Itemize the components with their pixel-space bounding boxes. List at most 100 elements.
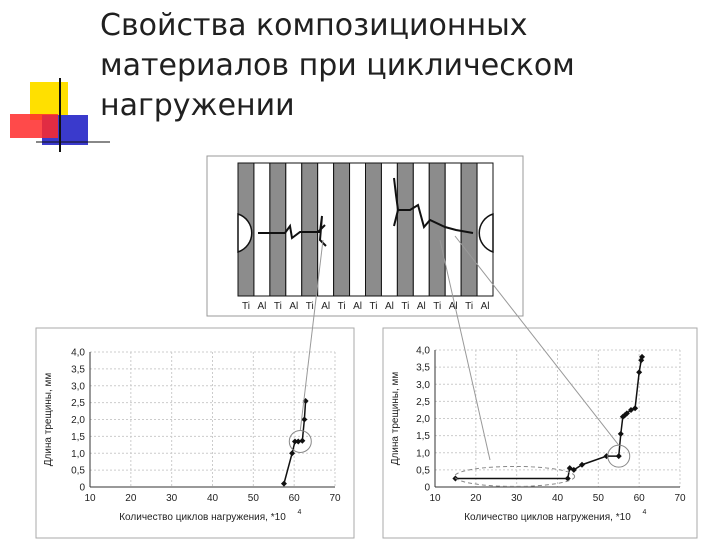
layer-label: Ti <box>401 301 409 312</box>
x-tick-label: 40 <box>207 493 219 504</box>
layer-label: Ti <box>433 301 441 312</box>
x-tick-label: 30 <box>166 493 178 504</box>
specimen-layer-ti <box>396 162 414 297</box>
y-tick-label: 0,5 <box>416 465 430 476</box>
specimen-layer-ti <box>460 162 478 297</box>
data-point <box>623 410 630 417</box>
data-point <box>280 480 287 487</box>
x-tick-label: 20 <box>470 493 482 504</box>
layer-label: Al <box>257 301 266 312</box>
specimen-layer-ti <box>301 162 319 297</box>
connector-right-a <box>454 235 620 446</box>
y-axis-label: Длина трещины, мм <box>43 373 54 467</box>
y-tick-label: 2,5 <box>71 398 85 409</box>
y-tick-label: 3,0 <box>416 380 430 391</box>
chart-1: 10 20 30 40 50 60 70 0 0,5 1,0 1,5 2,0 2,5 3,0 3,5 4,0 К… <box>35 327 355 539</box>
x-tick-label: 10 <box>84 493 96 504</box>
y-tick-label: 3,5 <box>71 364 85 375</box>
red-square <box>10 114 58 138</box>
y-tick-label: 0 <box>79 483 85 494</box>
right-notch <box>478 212 494 254</box>
x-axis-label-exponent: 4 <box>643 509 647 516</box>
y-tick-label: 2,5 <box>416 397 430 408</box>
left-notch <box>237 212 253 254</box>
x-tick-label: 50 <box>593 493 605 504</box>
layer-label: Ti <box>369 301 377 312</box>
data-point <box>564 475 571 482</box>
x-axis-label: Количество циклов нагружения, *10 <box>464 512 631 523</box>
data-point <box>632 405 639 412</box>
layer-label: Ti <box>242 301 250 312</box>
specimen-layers: Ti Al Ti Al Ti Al Ti Al Ti Al Ti Al Ti Al Ti Al <box>237 162 494 312</box>
data-point <box>289 450 296 457</box>
x-tick-label: 20 <box>125 493 137 504</box>
specimen-layer-al <box>253 162 271 297</box>
specimen-layer-ti <box>428 162 446 297</box>
page-title: Свойства композиционных материалов при ц… <box>100 6 700 126</box>
x-tick-label: 40 <box>552 493 564 504</box>
layer-label: Al <box>449 301 458 312</box>
data-point <box>636 369 643 376</box>
highlight-ellipse <box>454 465 576 487</box>
y-tick-label: 0,5 <box>71 466 85 477</box>
layer-label: Ti <box>465 301 473 312</box>
specimen-layer-ti <box>269 162 287 297</box>
specimen-layer-al <box>412 162 430 297</box>
title-line-2: материалов при циклическом <box>100 48 575 83</box>
data-point <box>615 453 622 460</box>
data-point <box>299 437 306 444</box>
y-tick-label: 1,5 <box>416 431 430 442</box>
y-tick-label: 4,0 <box>416 346 430 357</box>
yellow-square <box>30 82 68 120</box>
data-point <box>291 438 298 445</box>
specimen-layer-ti <box>333 162 351 297</box>
chart-panel <box>382 327 698 539</box>
y-tick-label: 4,0 <box>71 348 85 359</box>
slide-corner-decoration <box>10 78 110 152</box>
data-point <box>639 353 646 360</box>
x-tick-label: 70 <box>329 493 341 504</box>
layer-label: Ti <box>338 301 346 312</box>
layer-label: Al <box>481 301 490 312</box>
x-tick-label: 70 <box>674 493 686 504</box>
layer-label: Al <box>321 301 330 312</box>
specimen-layer-ti <box>365 162 382 297</box>
title-line-3: нагружении <box>100 88 295 123</box>
x-tick-label: 60 <box>634 493 646 504</box>
connector-right-b <box>439 239 491 461</box>
y-tick-label: 1,5 <box>71 432 85 443</box>
x-tick-label: 10 <box>429 493 441 504</box>
data-point <box>301 416 308 423</box>
y-tick-label: 0 <box>424 483 430 494</box>
connector-lines <box>299 235 620 487</box>
y-axis-label: Длина трещины, мм <box>390 372 401 466</box>
layer-label: Ti <box>306 301 314 312</box>
y-tick-label: 3,0 <box>71 381 85 392</box>
x-tick-label: 50 <box>248 493 260 504</box>
layer-label: Al <box>417 301 426 312</box>
layer-label: Al <box>353 301 362 312</box>
data-point <box>617 430 624 437</box>
chart-2: 10 20 30 40 50 60 70 0 0,5 1,0 1,5 2,0 2,5 3,0 3,5 4,0 К… <box>382 327 698 539</box>
layer-label: Ti <box>274 301 282 312</box>
data-point <box>579 461 585 468</box>
y-tick-label: 3,5 <box>416 363 430 374</box>
x-tick-label: 30 <box>511 493 523 504</box>
y-tick-label: 2,0 <box>71 415 85 426</box>
specimen-layer-al <box>349 162 366 297</box>
y-tick-label: 1,0 <box>71 449 85 460</box>
connector-left <box>299 239 324 431</box>
data-point <box>295 438 302 445</box>
x-axis-label: Количество циклов нагружения, *10 <box>119 512 286 523</box>
left-crack <box>258 215 327 247</box>
layer-label: Al <box>385 301 394 312</box>
right-crack <box>393 177 474 234</box>
y-tick-label: 2,0 <box>416 414 430 425</box>
title-line-1: Свойства композиционных <box>100 8 528 43</box>
y-tick-label: 1,0 <box>416 448 430 459</box>
x-tick-label: 60 <box>289 493 301 504</box>
data-point <box>570 466 577 473</box>
chart-panel <box>35 327 355 539</box>
layer-label: Al <box>289 301 298 312</box>
